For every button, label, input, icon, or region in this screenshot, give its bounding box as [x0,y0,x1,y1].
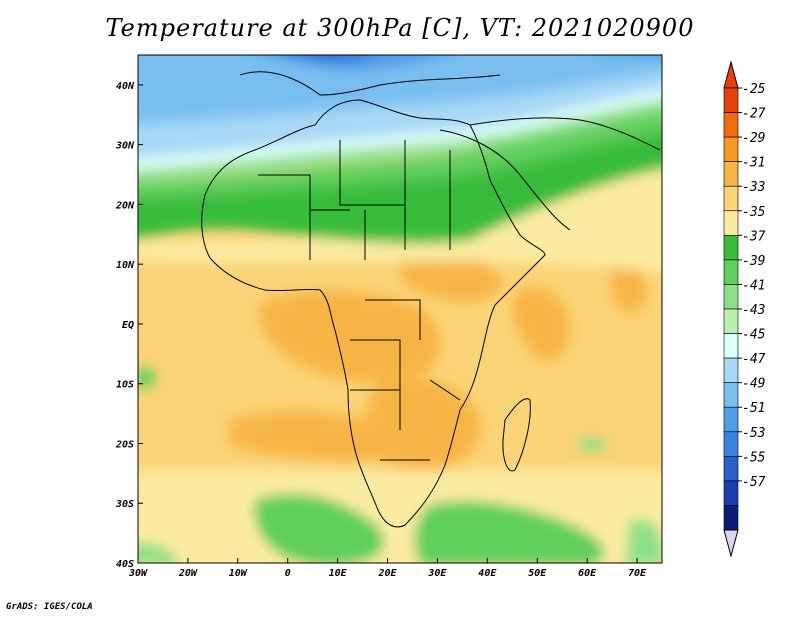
grads-credit: GrADS: IGES/COLA [6,602,93,612]
colorbar-label: -55 [742,450,766,465]
colorbar-swatch [723,382,739,408]
colorbar-swatch [723,259,739,285]
lon-tick-label: 60E [578,568,597,579]
latitude-axis: 40N 30N 20N 10N EQ 10S 20S 30S 40S [115,81,143,570]
lon-tick-label: 30W [128,568,148,579]
lat-tick-label: 10S [116,380,134,391]
coastlines [201,71,661,528]
colorbar-label: -45 [742,328,766,343]
colorbar-label: -33 [742,180,765,195]
colorbar-bottom-triangle [723,529,739,558]
lat-tick-label: 40S [116,559,134,570]
lon-tick-label: 70E [628,568,647,579]
colorbar-swatch [723,406,739,433]
lat-tick-label: EQ [122,320,134,331]
colorbar-swatch [723,333,739,359]
colorbar-label: -35 [742,205,766,220]
colorbar-label: -29 [742,131,765,146]
colorbar-swatch [723,136,739,162]
colorbar-swatch [723,185,739,212]
colorbar-label: -27 [742,107,766,122]
colorbar-label: -43 [742,303,765,318]
colorbar-label: -47 [742,352,766,367]
colorbar: -25 -27 -29 -31 -33 -35 -37 -39 -41 -43 -45 -47 -49 -… [723,60,766,558]
lon-tick-label: 20W [178,568,198,579]
colorbar-label: -53 [742,426,765,441]
lon-tick-label: 0 [285,568,291,579]
colorbar-label: -51 [742,401,765,416]
lon-tick-label: 30E [427,568,447,579]
colorbar-swatch [723,456,739,482]
lon-tick-label: 20E [377,568,397,579]
lon-tick-label: 10E [329,568,348,579]
lon-tick-label: 10W [229,568,248,579]
lon-tick-label: 40E [478,568,497,579]
colorbar-top-triangle [723,60,739,89]
colorbar-label: -25 [742,82,766,97]
lat-tick-label: 30N [115,141,135,152]
colorbar-label: -57 [742,475,766,490]
lon-tick-label: 50E [528,568,547,579]
colorbar-label: -37 [742,229,766,244]
colorbar-swatch [723,505,739,531]
colorbar-swatch [723,480,739,506]
colorbar-label: -39 [742,254,765,269]
colorbar-swatch [723,87,739,113]
colorbar-swatch [723,357,739,383]
colorbar-swatch [723,112,739,138]
colorbar-label: -41 [742,278,765,293]
colorbar-swatch [723,161,739,187]
longitude-axis: 30W 20W 10W 0 10E 20E 30E 40E 50E 60E 70E [128,558,647,579]
colorbar-swatch [723,284,739,310]
colorbar-swatch [723,235,739,261]
lat-tick-label: 30S [115,499,134,510]
colorbar-label: -49 [742,377,765,392]
lat-tick-label: 10N [116,260,135,271]
colorbar-swatch [723,308,739,334]
map-title: Temperature at 300hPa [C], VT: 202102090… [105,14,695,42]
temperature-field [138,55,662,563]
colorbar-label: -31 [742,156,765,171]
plot-frame [137,54,663,564]
lat-tick-label: 20S [115,439,134,450]
lat-tick-label: 20N [115,200,135,211]
lat-tick-label: 40N [116,81,135,92]
colorbar-swatch [723,210,739,236]
colorbar-swatch [723,431,739,457]
